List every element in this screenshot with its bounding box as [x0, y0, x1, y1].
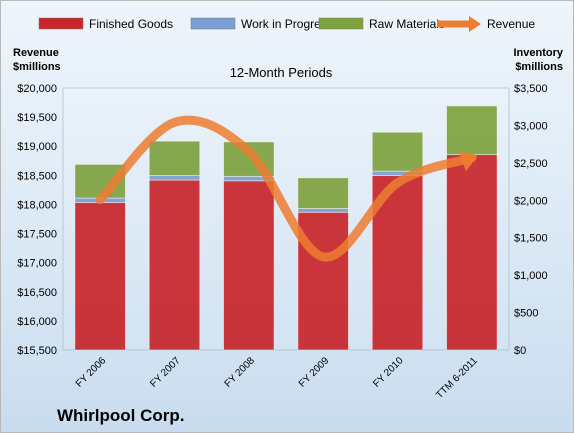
right-tick-label: $0 [514, 345, 526, 357]
bar-finished-goods [223, 180, 275, 351]
left-tick-label: $17,000 [17, 258, 57, 270]
left-tick-label: $16,000 [17, 316, 57, 328]
legend-item-work-in-progress: Work in Progress [190, 17, 333, 31]
right-axis-title: Inventory $millions [513, 47, 563, 73]
legend-swatch [318, 17, 364, 30]
right-tick-label: $1,500 [514, 233, 548, 245]
left-tick-label: $16,500 [17, 287, 57, 299]
x-tick-label: FY 2010 [371, 355, 406, 390]
chart-subtitle: 12-Month Periods [230, 65, 333, 80]
revenue-line-group [95, 115, 478, 262]
right-tick-label: $3,500 [514, 83, 548, 95]
bar-raw-materials [446, 105, 498, 156]
bar-raw-materials [297, 177, 349, 209]
bar-work-in-progress [148, 175, 201, 181]
x-axis-ticks: FY 2006 FY 2007 FY 2008 FY 2009 FY 2010 TTM 6… [74, 355, 480, 401]
x-tick-label: FY 2007 [148, 355, 183, 390]
legend-label: Finished Goods [89, 17, 173, 31]
left-tick-label: $19,500 [17, 112, 57, 124]
right-tick-label: $2,000 [514, 195, 548, 207]
legend-arrow-swatch [469, 16, 481, 32]
legend: Finished Goods Work in Progress Raw Materi… [38, 16, 535, 32]
legend-label: Work in Progress [241, 17, 333, 31]
legend-swatch [38, 17, 84, 30]
right-tick-label: $500 [514, 308, 538, 320]
right-axis-title-line: Inventory [513, 47, 563, 59]
bar-raw-materials [371, 131, 424, 172]
bar-work-in-progress [297, 208, 349, 213]
legend-label: Raw Materials [369, 17, 445, 31]
bar-raw-materials [148, 140, 201, 176]
left-tick-label: $18,000 [17, 199, 57, 211]
legend-item-revenue: Revenue [437, 16, 535, 32]
x-tick-label: TTM 6-2011 [434, 355, 480, 401]
revenue-line [95, 115, 477, 262]
right-tick-label: $1,000 [514, 270, 548, 282]
right-tick-label: $2,500 [514, 158, 548, 170]
left-axis-title: Revenue $millions [13, 47, 61, 73]
left-axis-ticks: $15,500 $16,000 $16,500 $17,000 $17,500 $18,0… [17, 83, 57, 357]
bar-finished-goods [148, 179, 201, 351]
x-tick-label: FY 2008 [223, 355, 258, 390]
legend-item-finished-goods: Finished Goods [38, 17, 173, 31]
right-axis-ticks: $0 $500 $1,000 $1,500 $2,000 $2,500 $3,000 $3,5… [514, 83, 548, 357]
bars-group [74, 105, 498, 351]
x-tick-label: FY 2006 [74, 355, 109, 390]
left-axis-title-line: Revenue [13, 47, 59, 59]
legend-swatch [190, 17, 236, 30]
bar-finished-goods [297, 211, 349, 351]
bar-finished-goods [74, 202, 126, 351]
company-name: Whirlpool Corp. [57, 406, 184, 425]
legend-label: Revenue [487, 17, 535, 31]
left-tick-label: $20,000 [17, 83, 57, 95]
left-tick-label: $15,500 [17, 345, 57, 357]
left-tick-label: $18,500 [17, 170, 57, 182]
revenue-arrowhead [458, 150, 478, 172]
right-tick-label: $3,000 [514, 120, 548, 132]
left-tick-label: $17,500 [17, 229, 57, 241]
bar-finished-goods [446, 154, 498, 351]
left-tick-label: $19,000 [17, 141, 57, 153]
left-axis-title-line: $millions [13, 61, 61, 73]
x-tick-label: FY 2009 [297, 355, 332, 390]
right-axis-title-line: $millions [515, 61, 563, 73]
legend-item-raw-materials: Raw Materials [318, 17, 445, 31]
